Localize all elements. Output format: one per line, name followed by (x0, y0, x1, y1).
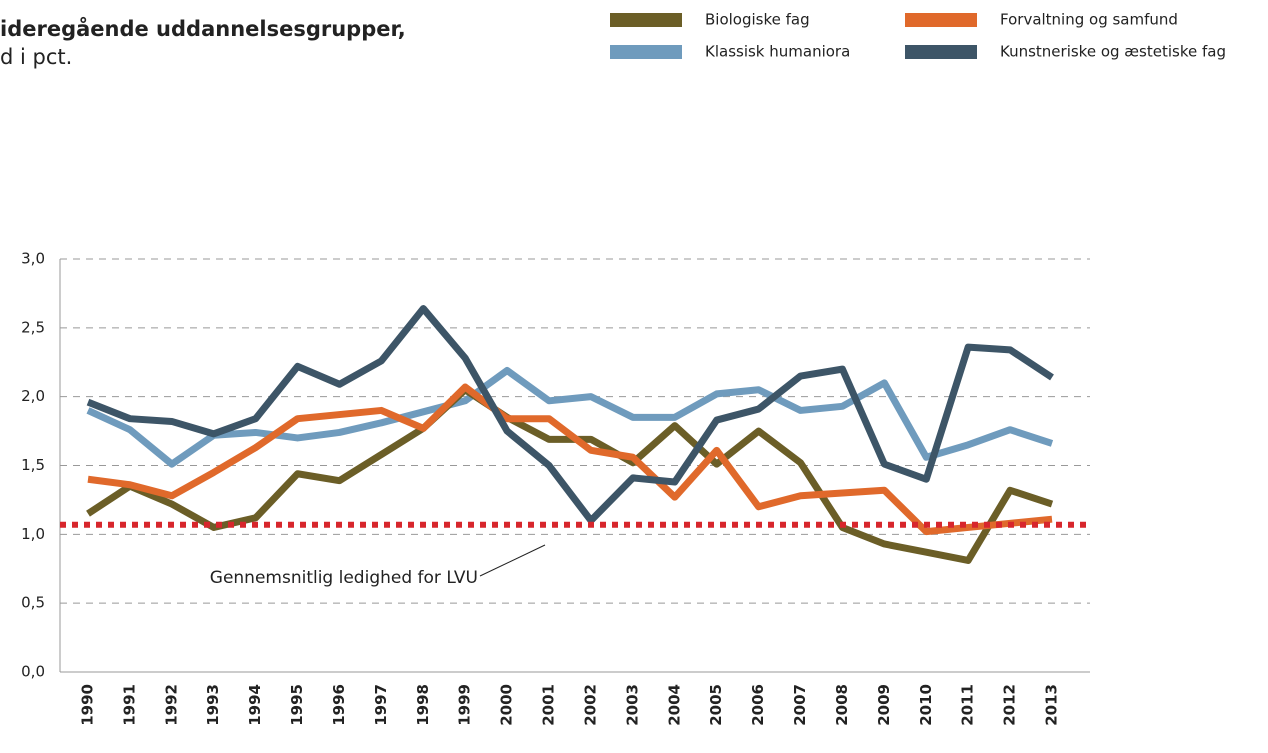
x-tick-label: 2007 (791, 684, 809, 726)
series-line (87, 383, 1053, 536)
x-tick-label: 1999 (456, 684, 474, 726)
legend-label: Forvaltning og samfund (1000, 11, 1178, 29)
x-tick-label: 2000 (498, 684, 516, 726)
y-tick-label: 2,0 (21, 387, 45, 405)
x-tick-label: 2003 (623, 684, 641, 726)
series-line (86, 367, 1054, 468)
x-tick-label: 1993 (204, 684, 222, 726)
x-tick-label: 2010 (917, 684, 935, 726)
x-tick-label: 2004 (665, 684, 683, 726)
legend-label: Kunstneriske og æstetiske fag (1000, 43, 1226, 61)
chart-subtitle: d i pct. (0, 45, 72, 69)
annotation-leader (479, 544, 546, 577)
x-tick-label: 1997 (372, 684, 390, 726)
x-tick-label: 1992 (162, 684, 180, 726)
series-line (86, 305, 1054, 525)
legend-swatch (905, 13, 977, 27)
legend-swatch (905, 45, 977, 59)
y-tick-label: 1,0 (21, 525, 45, 543)
y-tick-label: 3,0 (21, 250, 45, 268)
chart-title: ideregående uddannelsesgrupper, (0, 16, 406, 41)
legend-label: Biologiske fag (705, 11, 810, 29)
x-tick-label: 1996 (330, 684, 348, 726)
legend-label: Klassisk humaniora (705, 43, 850, 61)
x-tick-label: 2013 (1043, 684, 1061, 726)
y-tick-label: 0,5 (21, 594, 45, 612)
x-tick-label: 2002 (581, 684, 599, 726)
legend-swatch (610, 13, 682, 27)
y-tick-label: 0,0 (21, 663, 45, 681)
x-tick-label: 1998 (414, 684, 432, 726)
x-tick-label: 2005 (707, 684, 725, 726)
reference-label: Gennemsnitlig ledighed for LVU (210, 568, 478, 588)
x-tick-label: 1991 (120, 684, 138, 726)
y-tick-label: 1,5 (21, 456, 45, 474)
y-tick-label: 2,5 (21, 318, 45, 336)
x-tick-label: 2001 (540, 684, 558, 726)
legend-swatch (610, 45, 682, 59)
x-tick-label: 2011 (959, 684, 977, 726)
x-tick-label: 2006 (749, 684, 767, 726)
series-line (86, 386, 1054, 564)
x-tick-label: 1990 (79, 684, 97, 726)
x-tick-label: 2009 (875, 684, 893, 726)
x-tick-label: 1995 (288, 684, 306, 726)
x-tick-label: 2012 (1001, 684, 1019, 726)
x-tick-label: 2008 (833, 684, 851, 726)
x-tick-label: 1994 (246, 684, 264, 726)
